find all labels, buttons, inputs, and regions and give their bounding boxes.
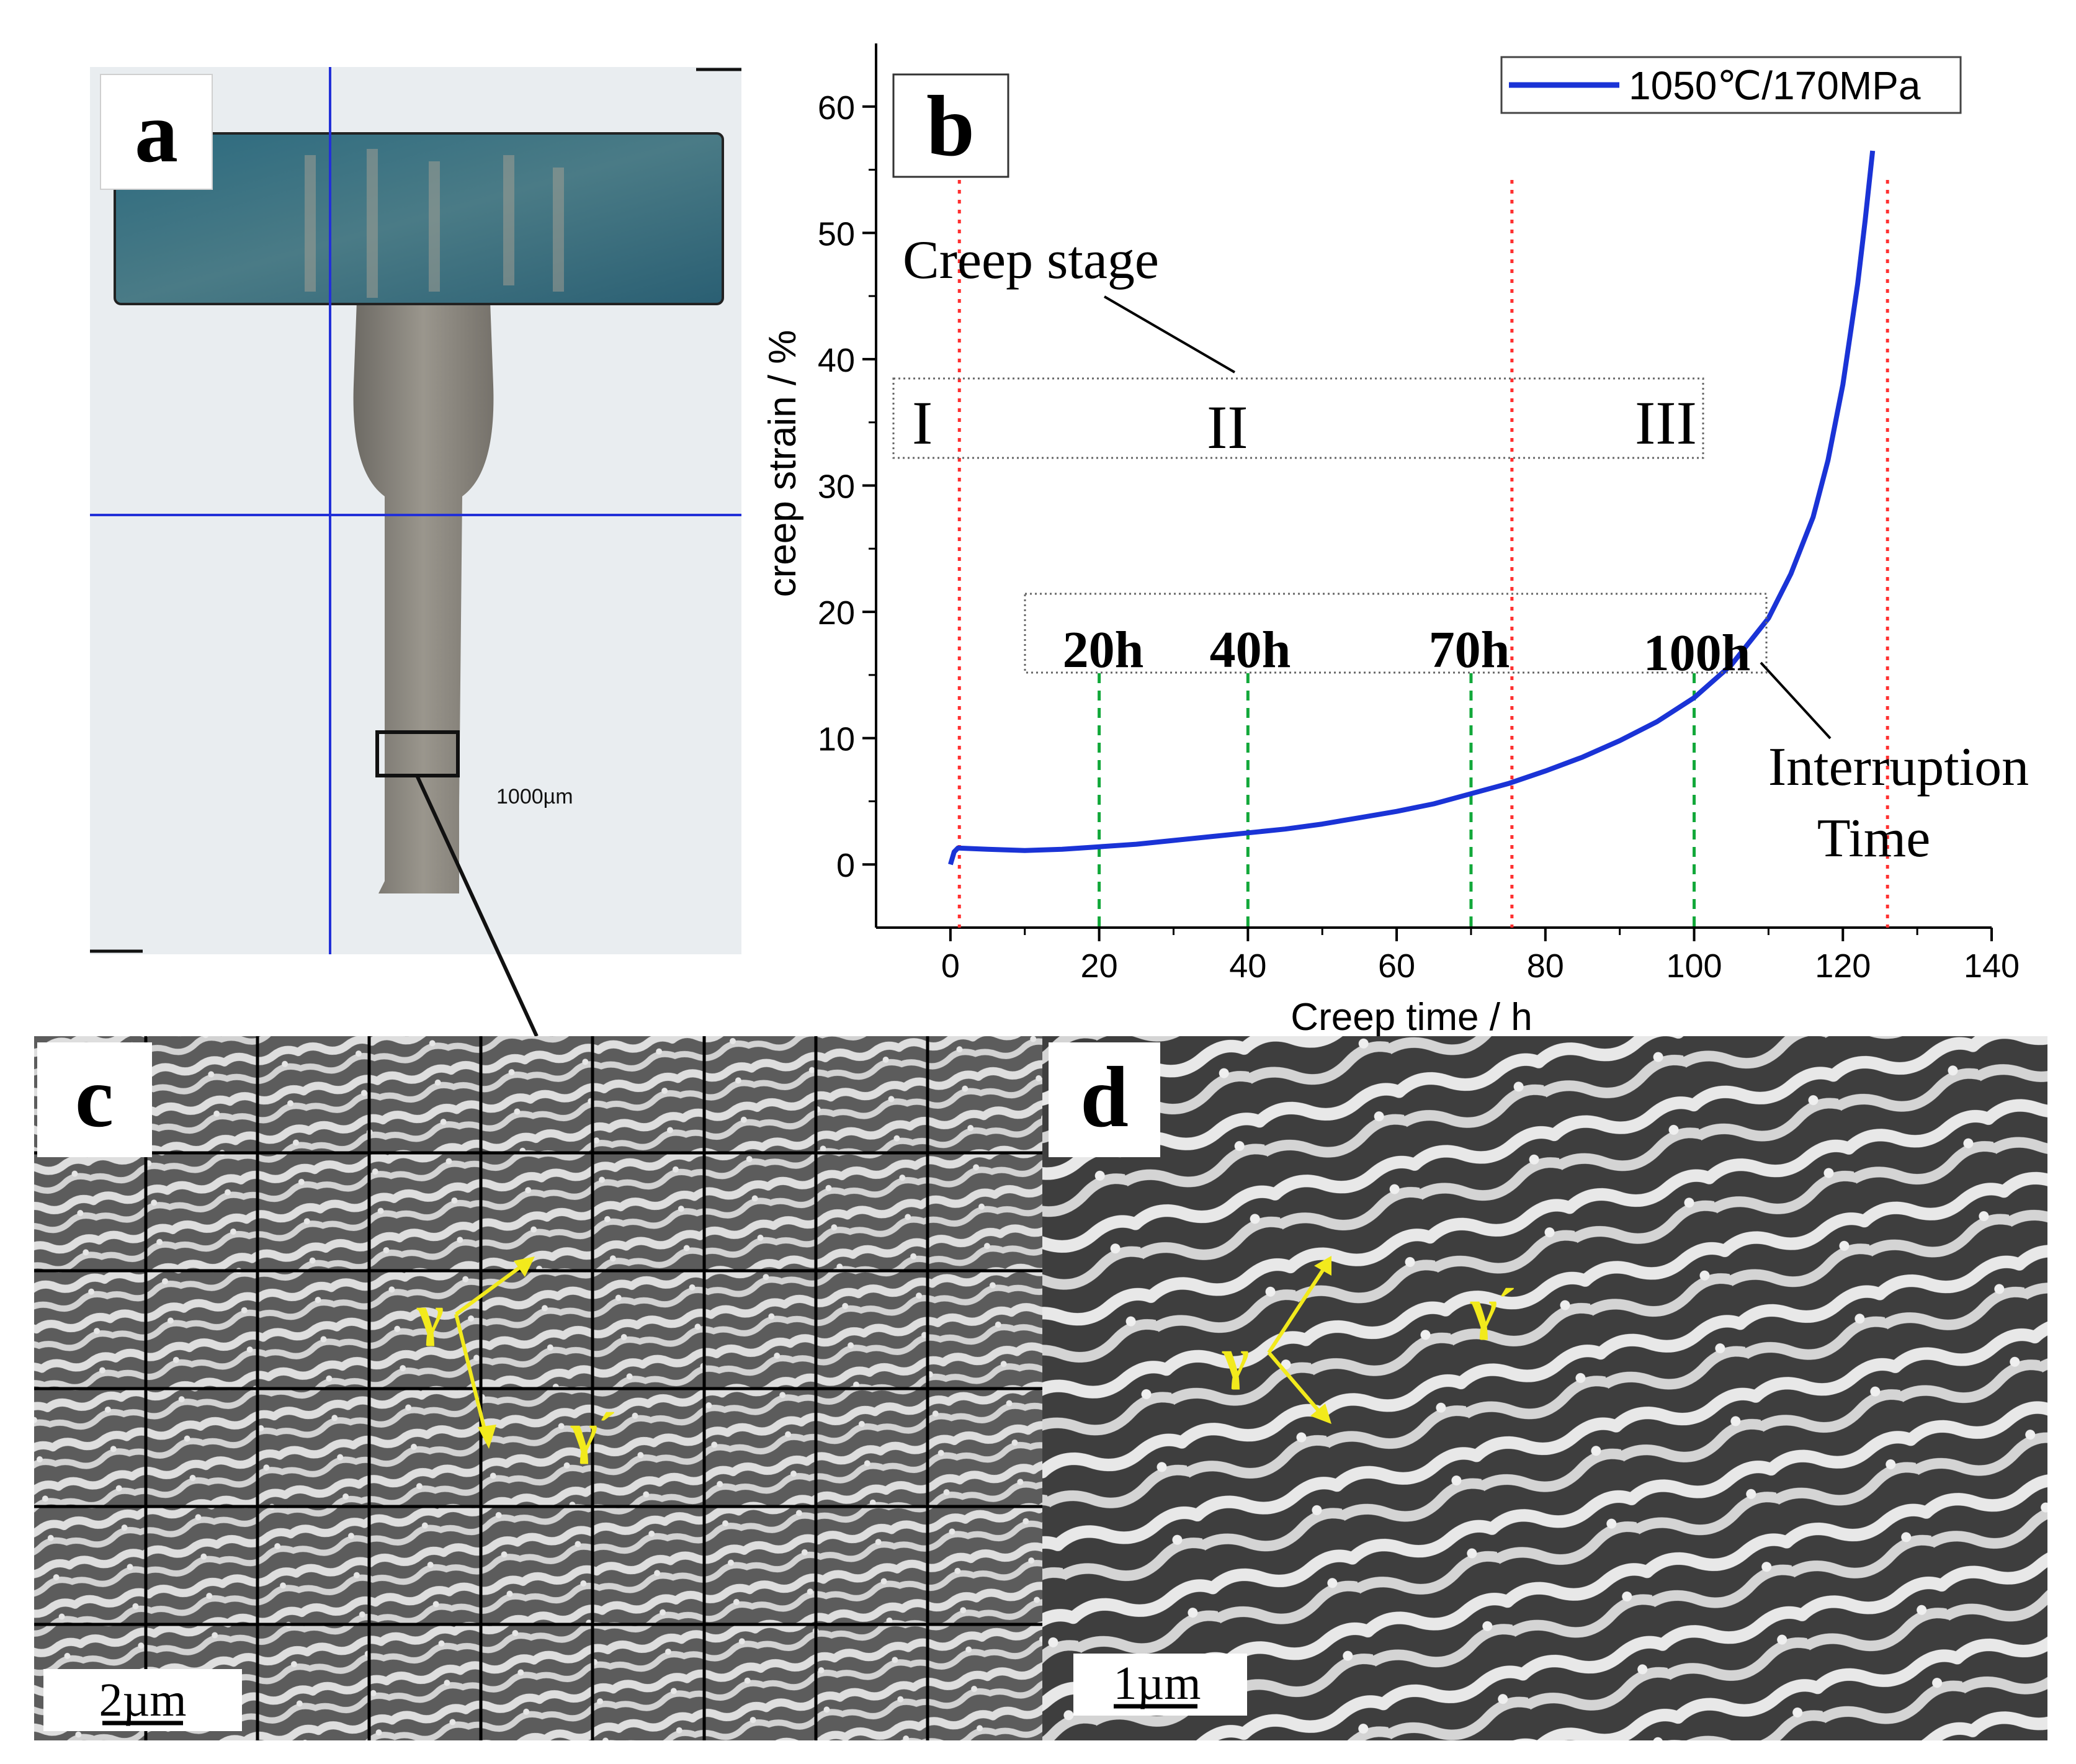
chart-marker-lines xyxy=(957,180,1889,928)
y-tick-label: 10 xyxy=(818,721,855,758)
counting-grid xyxy=(34,1036,1042,1740)
panel-c-micrograph-grid: c γ γ´ 2µm xyxy=(34,1036,1042,1740)
chart-series xyxy=(948,150,1876,866)
interruption-label-100h: 100h xyxy=(1644,624,1751,682)
creep-stage-label: Creep stage xyxy=(903,230,1159,290)
panel-c-label-box xyxy=(37,1042,152,1157)
creep-stage-pointer xyxy=(1103,295,1236,374)
interruption-label-40h: 40h xyxy=(1210,621,1291,679)
x-tick-label: 120 xyxy=(1815,947,1871,985)
interruption-label-20h: 20h xyxy=(1063,621,1144,679)
micrograph-d xyxy=(1042,1036,2047,1740)
panel-b-creep-chart: 0 20 40 60 80 100 120 140 0 10 20 30 40 50 60 b 1050℃/… xyxy=(761,43,2029,1039)
specimen-head xyxy=(114,132,724,305)
arrowhead xyxy=(1314,1256,1331,1276)
panel-b-label-box xyxy=(892,73,1009,178)
stage-box xyxy=(892,377,1704,459)
scale-bar-label-c: 2µm xyxy=(99,1674,187,1726)
stage-III-label: III xyxy=(1635,388,1697,457)
panel-c-label: c xyxy=(75,1049,114,1145)
arrowhead xyxy=(514,1256,535,1277)
interruption-pointer xyxy=(1760,661,1832,740)
panel-a-label: a xyxy=(135,84,178,181)
panel-a-label-box xyxy=(100,74,213,190)
y-tick-label: 20 xyxy=(818,594,855,632)
x-tick-label: 60 xyxy=(1378,947,1415,985)
gamma-prime-label-d: γ´ xyxy=(1470,1277,1516,1340)
interruption-label-70h: 70h xyxy=(1429,621,1510,679)
stage-I-label: I xyxy=(912,388,933,457)
y-axis-title: creep strain / % xyxy=(761,330,804,598)
interruption-time-label-1: Interruption xyxy=(1768,737,2029,797)
y-tick-label: 0 xyxy=(836,847,855,884)
gamma-label-d: γ xyxy=(1222,1327,1249,1390)
gamma-label-c: γ xyxy=(416,1283,444,1346)
gamma-arrow-1 xyxy=(1267,1261,1330,1354)
y-tick-label: 30 xyxy=(818,468,855,506)
x-tick-label: 100 xyxy=(1666,947,1722,985)
x-tick-label: 40 xyxy=(1229,947,1266,985)
x-tick-label: 80 xyxy=(1527,947,1564,985)
gamma-arrow-1 xyxy=(455,1258,532,1316)
arrowhead xyxy=(478,1425,496,1449)
y-tick-label: 50 xyxy=(818,215,855,253)
chart-tick-labels: 0 20 40 60 80 100 120 140 0 10 20 30 40 50 60 xyxy=(818,89,2020,985)
interruption-time-label-2: Time xyxy=(1817,808,1931,869)
panel-d-label: d xyxy=(1080,1049,1129,1145)
scale-bar-box-c xyxy=(43,1669,242,1731)
creep-curve xyxy=(948,150,1876,866)
gamma-prime-label-c: γ´ xyxy=(570,1401,617,1464)
arrowhead xyxy=(1310,1404,1331,1424)
zoom-pointer-line xyxy=(415,774,539,1037)
gamma-arrow-2 xyxy=(454,1314,489,1440)
x-axis-title: Creep time / h xyxy=(1291,996,1532,1039)
scale-bar-label-d: 1µm xyxy=(1114,1657,1201,1709)
panel-b-label: b xyxy=(926,78,975,174)
y-tick-label: 60 xyxy=(818,89,855,127)
panel-d-label-box xyxy=(1049,1042,1160,1157)
y-tick-label: 40 xyxy=(818,342,855,379)
gamma-arrow-2 xyxy=(1267,1351,1327,1419)
legend-series-name: 1050℃/170MPa xyxy=(1629,63,1921,108)
stage-II-label: II xyxy=(1207,393,1248,462)
interruption-box xyxy=(1024,593,1768,674)
panel-d-micrograph: d γ γ´ 1µm xyxy=(1042,1036,2047,1740)
x-tick-label: 20 xyxy=(1081,947,1118,985)
specimen-head-streaks xyxy=(305,149,564,298)
panel-a-specimen-photo: a 1000µm xyxy=(90,67,741,1037)
x-tick-label: 0 xyxy=(941,947,960,985)
x-tick-label: 140 xyxy=(1964,947,2020,985)
panel-a-scale-bar-label: 1000µm xyxy=(496,785,573,808)
